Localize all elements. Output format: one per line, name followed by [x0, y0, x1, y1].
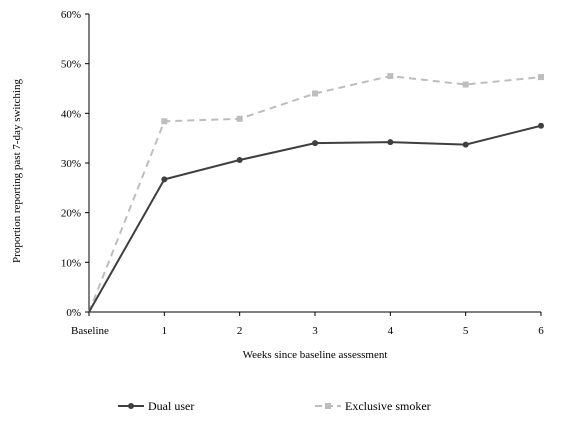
- series-exclusive-smoker: [88, 73, 544, 313]
- x-tick-label: 2: [237, 325, 243, 337]
- y-tick-label: 30%: [61, 158, 81, 170]
- data-point: [161, 118, 168, 125]
- x-tick-label: 1: [162, 325, 168, 337]
- legend: Dual user Exclusive smoker: [118, 399, 431, 413]
- data-point: [236, 115, 243, 122]
- data-point: [538, 74, 544, 81]
- y-tick-label: 40%: [61, 108, 81, 120]
- y-tick-label: 50%: [61, 59, 81, 71]
- series-layer: [88, 73, 544, 313]
- series-dual-user: [88, 122, 544, 313]
- y-tick-label: 60%: [61, 9, 81, 21]
- legend-item: Exclusive smoker: [315, 399, 431, 413]
- legend-marker: [128, 403, 134, 409]
- data-point: [462, 141, 469, 148]
- data-point: [161, 176, 168, 183]
- x-tick-label: 4: [388, 325, 394, 337]
- data-point: [387, 139, 394, 146]
- x-tick-label: Baseline: [71, 325, 109, 337]
- axes: 0% 10% 20% 30% 40% 50% 60% Baseline 1 2 3 4 5 6: [61, 9, 544, 337]
- data-point: [312, 90, 318, 97]
- legend-label: Dual user: [148, 399, 194, 413]
- data-point: [312, 140, 318, 147]
- y-tick-label: 10%: [61, 257, 81, 269]
- data-point: [387, 73, 394, 80]
- x-axis-label: Weeks since baseline assessment: [243, 349, 388, 361]
- legend-item: Dual user: [118, 399, 194, 413]
- data-point: [236, 157, 243, 164]
- y-tick-label: 0%: [66, 307, 81, 319]
- x-tick-label: 5: [463, 325, 469, 337]
- legend-label: Exclusive smoker: [345, 399, 431, 413]
- legend-marker: [325, 403, 331, 409]
- y-axis-label: Proportion reporting past 7-day switchin…: [11, 79, 23, 263]
- series-line: [88, 124, 542, 313]
- x-tick-label: 6: [538, 325, 544, 337]
- data-point: [538, 122, 544, 129]
- y-tick-label: 20%: [61, 208, 81, 220]
- x-tick-label: 3: [312, 325, 318, 337]
- data-point: [462, 81, 469, 88]
